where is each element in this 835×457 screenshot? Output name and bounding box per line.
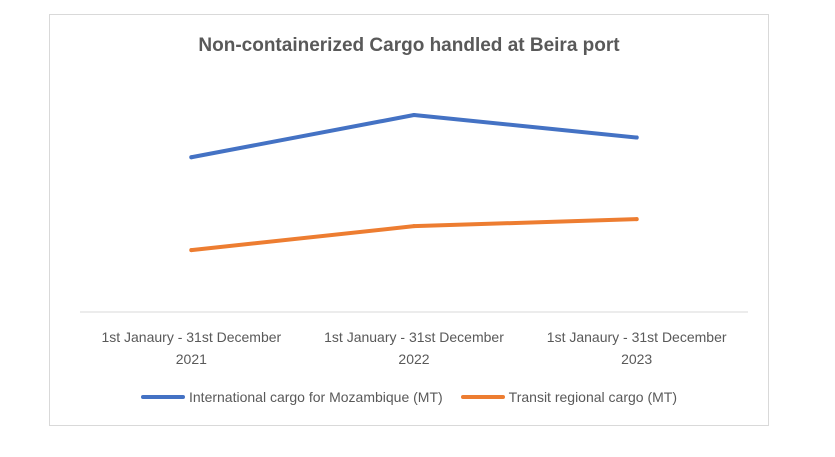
data-point xyxy=(189,155,194,160)
data-point xyxy=(412,113,416,118)
data-point xyxy=(634,135,639,140)
series-line-0 xyxy=(189,113,639,160)
legend-label-transit: Transit regional cargo (MT) xyxy=(508,389,677,405)
chart-frame: Non-containerized Cargo handled at Beira… xyxy=(49,14,769,426)
plot-area: 1st Janaury - 31st December 2021 1st Janua… xyxy=(80,113,748,367)
legend-item-international: International cargo for Mozambique (MT) xyxy=(141,389,443,405)
legend-swatch-transit xyxy=(460,395,505,399)
legend-item-transit: Transit regional cargo (MT) xyxy=(460,389,677,405)
data-point xyxy=(412,224,416,229)
x-tick-label: 1st Janaury - 31st December 2021 xyxy=(101,329,281,367)
x-tick-label: 1st Janaury - 31st December 2023 xyxy=(547,329,727,367)
legend-label-international: International cargo for Mozambique (MT) xyxy=(189,389,443,405)
data-point xyxy=(634,217,639,222)
series-line-1 xyxy=(189,217,639,253)
legend-swatch-international xyxy=(141,395,185,399)
legend: International cargo for Mozambique (MT) … xyxy=(50,389,768,405)
chart-title: Non-containerized Cargo handled at Beira… xyxy=(198,35,620,56)
data-point xyxy=(189,248,194,253)
x-tick-label: 1st January - 31st December 2022 xyxy=(324,329,504,367)
